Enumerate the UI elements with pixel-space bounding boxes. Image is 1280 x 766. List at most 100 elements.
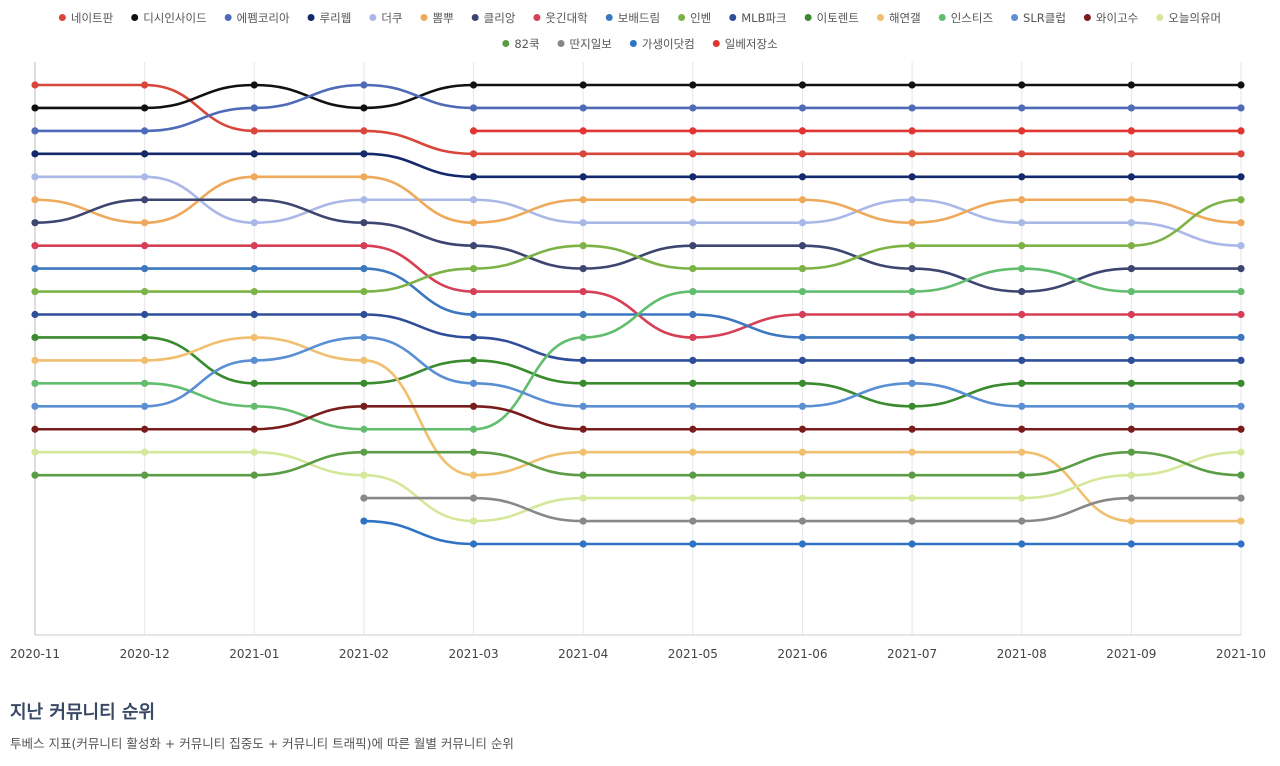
data-point[interactable] [141,425,149,433]
data-point[interactable] [141,471,149,479]
legend-item[interactable]: MLB파크 [729,11,787,25]
data-point[interactable] [141,127,149,135]
data-point[interactable] [798,265,807,273]
legend-item[interactable]: 루리웹 [307,11,352,25]
data-point[interactable] [798,517,807,525]
data-point[interactable] [1127,173,1135,181]
data-point[interactable] [798,173,807,181]
data-point[interactable] [360,287,368,296]
data-point[interactable] [908,81,916,89]
data-point[interactable] [141,379,149,387]
legend-item[interactable]: 에펨코리아 [224,11,290,25]
data-point[interactable] [908,173,916,181]
data-point[interactable] [31,81,39,89]
data-point[interactable] [579,310,587,319]
data-point[interactable] [798,471,807,479]
data-point[interactable] [1237,379,1245,387]
data-point[interactable] [1127,448,1135,456]
data-point[interactable] [31,310,39,319]
legend-item[interactable]: 인스티즈 [938,11,993,25]
data-point[interactable] [31,127,39,135]
data-point[interactable] [360,219,368,227]
data-point[interactable] [31,104,39,112]
data-point[interactable] [1237,448,1245,456]
legend-item[interactable]: 이토렌트 [804,11,859,25]
data-point[interactable] [250,173,258,181]
data-point[interactable] [360,173,368,181]
data-point[interactable] [31,173,39,181]
data-point[interactable] [250,287,258,296]
legend-item[interactable]: 웃긴대학 [533,11,588,25]
data-point[interactable] [908,471,916,479]
data-point[interactable] [579,425,587,433]
data-point[interactable] [1018,471,1026,479]
data-point[interactable] [469,494,478,502]
data-point[interactable] [31,150,39,158]
data-point[interactable] [908,104,916,112]
data-point[interactable] [1127,104,1135,112]
data-point[interactable] [250,379,258,387]
data-point[interactable] [469,379,478,387]
data-point[interactable] [579,494,587,502]
data-point[interactable] [798,242,807,250]
data-point[interactable] [31,356,39,364]
data-point[interactable] [908,287,916,296]
data-point[interactable] [798,540,807,548]
legend-item[interactable]: 보배드림 [605,11,660,25]
data-point[interactable] [469,287,478,296]
data-point[interactable] [469,356,478,364]
data-point[interactable] [579,402,587,410]
data-point[interactable] [360,517,368,525]
data-point[interactable] [360,379,368,387]
data-point[interactable] [1018,333,1026,342]
data-point[interactable] [31,265,39,273]
legend-item[interactable]: 클리앙 [471,11,516,25]
data-point[interactable] [1127,287,1135,296]
data-point[interactable] [141,173,149,181]
data-point[interactable] [689,356,697,364]
data-point[interactable] [360,333,368,342]
data-point[interactable] [360,104,368,112]
data-point[interactable] [250,448,258,456]
legend-item[interactable]: 오늘의유머 [1156,11,1221,25]
data-point[interactable] [579,356,587,364]
data-point[interactable] [469,81,478,89]
data-point[interactable] [1018,265,1026,273]
data-point[interactable] [908,379,916,387]
data-point[interactable] [360,471,368,479]
data-point[interactable] [469,173,478,181]
legend-item[interactable]: 일베저장소 [712,37,778,51]
data-point[interactable] [1127,333,1135,342]
data-point[interactable] [908,242,916,250]
data-point[interactable] [689,517,697,525]
data-point[interactable] [1237,219,1245,227]
data-point[interactable] [1127,81,1135,89]
data-point[interactable] [798,494,807,502]
data-point[interactable] [1018,104,1026,112]
data-point[interactable] [250,81,258,89]
data-point[interactable] [469,196,478,204]
data-point[interactable] [1018,425,1026,433]
data-point[interactable] [1018,379,1026,387]
data-point[interactable] [1237,494,1245,502]
data-point[interactable] [360,265,368,273]
data-point[interactable] [1018,173,1026,181]
data-point[interactable] [360,448,368,456]
data-point[interactable] [1018,494,1026,502]
legend-item[interactable]: 뽐뿌 [420,11,454,25]
data-point[interactable] [1237,540,1245,548]
data-point[interactable] [1237,402,1245,410]
data-point[interactable] [1237,356,1245,364]
data-point[interactable] [141,287,149,296]
data-point[interactable] [1127,127,1135,135]
data-point[interactable] [250,242,258,250]
data-point[interactable] [1127,517,1135,525]
data-point[interactable] [1018,150,1026,158]
data-point[interactable] [469,517,478,525]
data-point[interactable] [1127,494,1135,502]
data-point[interactable] [469,448,478,456]
data-point[interactable] [798,379,807,387]
data-point[interactable] [798,196,807,204]
data-point[interactable] [469,402,478,410]
data-point[interactable] [1127,402,1135,410]
